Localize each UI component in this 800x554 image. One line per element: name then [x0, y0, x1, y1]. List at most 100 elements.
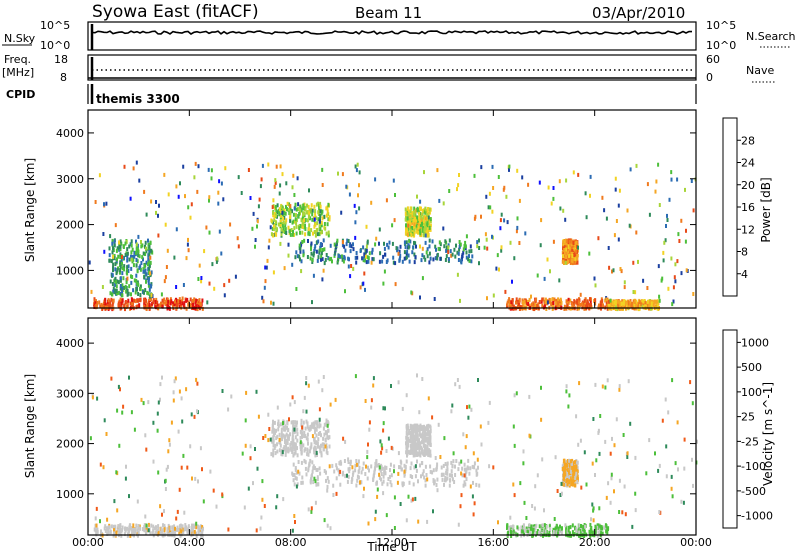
echo-cell: [130, 243, 133, 248]
echo-cell: [314, 445, 317, 450]
colorbar-tick-label: -100: [741, 460, 766, 473]
echo-cell: [378, 259, 381, 264]
echo-cell: [555, 530, 558, 535]
echo-cell: [179, 523, 182, 528]
echo-cell: [273, 217, 276, 222]
echo-cell: [116, 257, 118, 262]
echo-cell: [596, 533, 599, 538]
echo-cell: [207, 167, 210, 172]
echo-cell: [256, 466, 259, 471]
echo-cell: [293, 514, 296, 518]
echo-cell: [691, 457, 693, 462]
echo-cell: [404, 207, 407, 212]
echo-cell: [388, 474, 391, 479]
echo-cell: [599, 300, 602, 305]
echo-cell: [190, 526, 193, 530]
colorbar-tick-label: 4: [741, 268, 748, 281]
echo-cell: [410, 461, 413, 466]
echo-cell: [387, 245, 390, 250]
echo-cell: [523, 531, 526, 536]
echo-cell: [95, 528, 98, 533]
echo-cell: [650, 301, 653, 306]
echo-cell: [315, 450, 318, 455]
echo-cell: [543, 304, 546, 309]
echo-cell: [421, 434, 424, 439]
echo-cell: [132, 530, 134, 535]
echo-cell: [347, 460, 350, 464]
echo-cell: [166, 530, 169, 535]
echo-cell: [559, 524, 561, 529]
echo-cell: [583, 534, 586, 538]
echo-cell: [366, 255, 369, 260]
echo-cell: [166, 527, 169, 532]
echo-cell: [125, 239, 128, 244]
echo-cell: [618, 384, 621, 389]
echo-cell: [337, 257, 340, 262]
echo-cell: [440, 473, 443, 478]
echo-cell: [448, 238, 451, 243]
echo-cell: [156, 300, 159, 305]
echo-cell: [261, 479, 264, 484]
echo-cell: [280, 232, 283, 237]
echo-cell: [596, 525, 599, 530]
echo-cell: [500, 248, 503, 253]
echo-cell: [339, 469, 342, 474]
echo-cell: [197, 164, 200, 169]
echo-cell: [380, 472, 383, 476]
echo-cell: [424, 432, 427, 437]
echo-cell: [148, 287, 151, 292]
echo-cell: [294, 476, 297, 480]
echo-cell: [168, 438, 171, 443]
echo-cell: [604, 298, 607, 303]
echo-cell: [189, 444, 192, 449]
echo-cell: [581, 305, 584, 310]
echo-cell: [111, 304, 114, 309]
echo-cell: [339, 482, 342, 487]
echo-cell: [618, 304, 621, 309]
echo-cell: [121, 255, 123, 259]
echo-cell: [427, 423, 430, 428]
echo-cell: [598, 303, 600, 308]
echo-cell: [423, 443, 425, 448]
echo-cell: [326, 523, 329, 528]
echo-cell: [671, 494, 674, 499]
echo-cell: [429, 429, 432, 434]
echo-cell: [111, 282, 114, 286]
echo-cell: [345, 184, 348, 189]
echo-cell: [424, 483, 427, 488]
velocity-cbar-label: Velocity [m s^-1]: [761, 382, 775, 486]
echo-cell: [282, 497, 285, 502]
echo-cell: [433, 479, 436, 484]
echo-cell: [409, 423, 412, 428]
echo-cell: [169, 528, 172, 533]
echo-cell: [230, 394, 233, 399]
echo-cell: [179, 299, 181, 304]
echo-cell: [472, 512, 475, 517]
echo-cell: [424, 225, 427, 230]
echo-cell: [409, 439, 412, 444]
echo-cell: [274, 204, 277, 209]
echo-cell: [576, 476, 579, 481]
echo-cell: [176, 527, 178, 532]
echo-cell: [129, 533, 132, 538]
echo-cell: [446, 476, 449, 481]
echo-cell: [407, 209, 410, 214]
echo-cell: [478, 238, 480, 243]
echo-cell: [106, 527, 109, 532]
echo-cell: [565, 306, 568, 311]
echo-cell: [573, 253, 576, 258]
echo-cell: [457, 467, 460, 472]
echo-cell: [192, 301, 194, 306]
echo-cell: [452, 451, 455, 456]
echo-cell: [259, 526, 262, 531]
echo-cell: [390, 483, 393, 488]
echo-cell: [534, 302, 537, 307]
echo-cell: [322, 268, 325, 273]
echo-cell: [515, 300, 517, 305]
echo-cell: [123, 303, 126, 308]
echo-cell: [309, 446, 312, 451]
echo-cell: [582, 531, 585, 536]
echo-cell: [161, 512, 163, 517]
echo-cell: [307, 214, 310, 219]
echo-cell: [470, 249, 473, 254]
